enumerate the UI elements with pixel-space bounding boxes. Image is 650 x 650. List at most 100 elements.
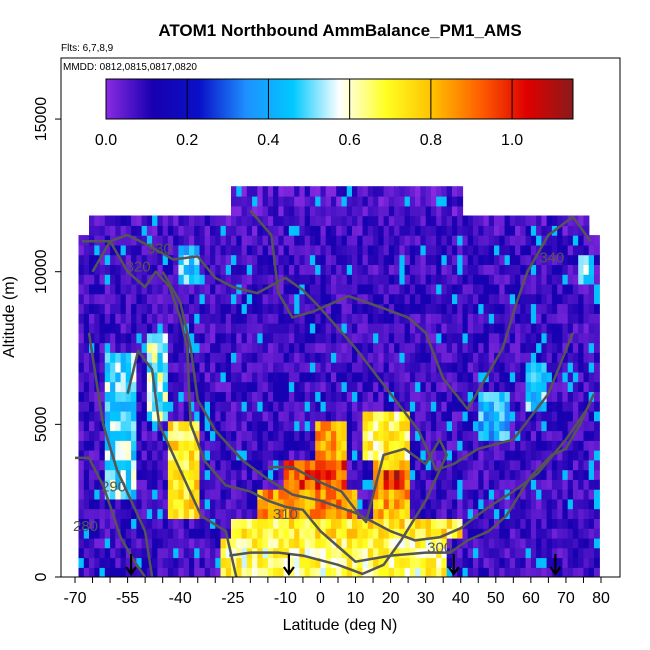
heatmap-cell xyxy=(357,381,364,392)
heatmap-cell xyxy=(83,323,90,334)
heatmap-cell xyxy=(231,401,237,412)
heatmap-cell xyxy=(278,313,285,324)
heatmap-cell xyxy=(357,186,364,197)
heatmap-cell xyxy=(509,244,516,256)
heatmap-cell xyxy=(125,430,132,441)
heatmap-cell xyxy=(257,313,264,324)
heatmap-cell xyxy=(341,215,348,226)
heatmap-cell xyxy=(152,547,158,559)
heatmap-cell xyxy=(315,342,322,353)
heatmap-cell xyxy=(252,508,258,519)
heatmap-cell xyxy=(110,479,116,490)
heatmap-cell xyxy=(152,264,158,275)
heatmap-cell xyxy=(546,264,553,275)
heatmap-cell xyxy=(352,313,358,324)
flight-marker-arrowhead xyxy=(447,566,460,576)
heatmap-cell xyxy=(231,528,237,539)
heatmap-cell xyxy=(452,254,458,265)
contour-label: 340 xyxy=(539,250,564,267)
heatmap-cell xyxy=(562,459,569,471)
heatmap-cell xyxy=(467,293,474,305)
heatmap-cell xyxy=(341,498,348,510)
heatmap-cell xyxy=(278,508,285,519)
heatmap-cell xyxy=(515,225,521,236)
heatmap-cell xyxy=(120,362,127,373)
heatmap-cell xyxy=(220,410,227,422)
heatmap-cell xyxy=(378,342,385,353)
heatmap-cell xyxy=(273,401,279,412)
heatmap-cell xyxy=(157,303,164,314)
heatmap-cell xyxy=(231,303,237,314)
heatmap-cell xyxy=(425,567,432,577)
heatmap-cell xyxy=(194,459,201,471)
heatmap-cell xyxy=(409,489,416,500)
heatmap-cell xyxy=(509,371,516,383)
heatmap-cell xyxy=(378,547,385,559)
heatmap-cell xyxy=(430,332,437,344)
contour-line xyxy=(249,209,592,411)
heatmap-cell xyxy=(336,567,343,577)
heatmap-cell xyxy=(357,303,364,314)
heatmap-cell xyxy=(262,235,269,246)
heatmap-cell xyxy=(267,303,274,314)
heatmap-cell xyxy=(288,215,295,226)
heatmap-cell xyxy=(388,196,395,207)
heatmap-cell xyxy=(462,528,469,539)
heatmap-cell xyxy=(567,528,574,539)
heatmap-cell xyxy=(189,293,195,305)
heatmap-cell xyxy=(157,391,164,402)
heatmap-cell xyxy=(236,235,243,246)
heatmap-cell xyxy=(189,371,195,383)
heatmap-cell xyxy=(378,537,385,549)
heatmap-cell xyxy=(499,215,506,226)
heatmap-cell xyxy=(304,254,311,265)
heatmap-cell xyxy=(183,244,190,256)
heatmap-cell xyxy=(583,352,590,363)
heatmap-cell xyxy=(452,430,458,441)
heatmap-cell xyxy=(167,303,174,314)
heatmap-cell xyxy=(483,244,490,256)
heatmap-cell xyxy=(320,293,327,305)
heatmap-cell xyxy=(167,274,174,285)
heatmap-cell xyxy=(515,254,521,265)
heatmap-cell xyxy=(362,254,369,265)
heatmap-cell xyxy=(594,332,600,344)
heatmap-cell xyxy=(220,332,227,344)
heatmap-cell xyxy=(346,196,353,207)
heatmap-cell xyxy=(104,479,111,490)
heatmap-cell xyxy=(536,440,542,451)
heatmap-cell xyxy=(215,362,222,373)
heatmap-cell xyxy=(430,186,437,197)
heatmap-cell xyxy=(304,459,311,471)
heatmap-cell xyxy=(215,254,222,265)
heatmap-cell xyxy=(120,401,127,412)
heatmap-cell xyxy=(294,342,301,353)
heatmap-cell xyxy=(320,518,327,529)
heatmap-cell xyxy=(210,225,216,236)
heatmap-cell xyxy=(483,489,490,500)
heatmap-cell xyxy=(120,303,127,314)
heatmap-cell xyxy=(252,352,258,363)
heatmap-cell xyxy=(162,342,169,353)
heatmap-cell xyxy=(373,342,379,353)
heatmap-cell xyxy=(483,391,490,402)
heatmap-cell xyxy=(110,440,116,451)
heatmap-cell xyxy=(415,528,421,539)
heatmap-cell xyxy=(299,479,306,490)
heatmap-cell xyxy=(210,557,216,568)
heatmap-cell xyxy=(546,332,553,344)
heatmap-cell xyxy=(404,283,411,295)
heatmap-cell xyxy=(204,518,211,529)
heatmap-cell xyxy=(504,352,511,363)
heatmap-cell xyxy=(394,518,400,529)
heatmap-cell xyxy=(515,264,521,275)
heatmap-cell xyxy=(572,235,579,246)
contour-label: 300 xyxy=(427,540,452,557)
heatmap-cell xyxy=(104,401,111,412)
heatmap-cell xyxy=(415,420,421,432)
heatmap-cell xyxy=(241,196,248,207)
heatmap-cell xyxy=(157,479,164,490)
heatmap-cell xyxy=(536,410,542,422)
heatmap-cell xyxy=(409,244,416,256)
heatmap-cell xyxy=(425,391,432,402)
